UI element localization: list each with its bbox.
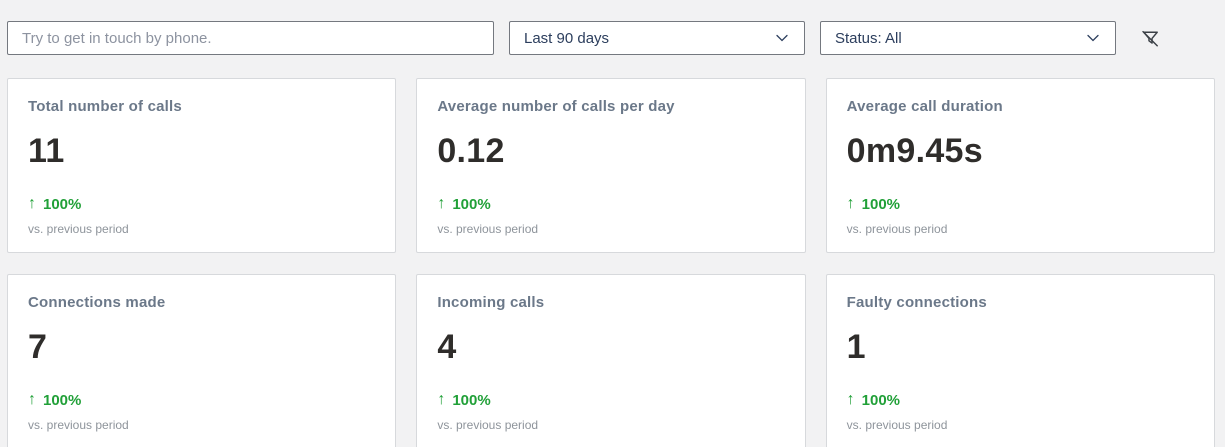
stat-card-avg-calls-per-day: Average number of calls per day 0.12 ↑ 1… — [416, 78, 806, 253]
stat-cards-grid: Total number of calls 11 ↑ 100% vs. prev… — [7, 78, 1215, 447]
trend-change: 100% — [43, 195, 82, 213]
trend-change: 100% — [861, 195, 901, 213]
clear-filters-button[interactable] — [1133, 21, 1167, 55]
stat-card-title: Connections made — [28, 294, 166, 311]
compare-label: vs. previous period — [846, 222, 948, 236]
stat-card-title: Faulty connections — [846, 294, 987, 311]
trend-change: 100% — [452, 195, 491, 213]
compare-label: vs. previous period — [28, 418, 129, 432]
chevron-down-icon — [774, 30, 790, 46]
stat-card-value: 1 — [846, 328, 866, 366]
status-select[interactable]: Status: All — [820, 21, 1116, 55]
trend-up-icon: ↑ — [437, 391, 446, 408]
stat-card-value: 0.12 — [437, 132, 505, 170]
trend-row: ↑ 100% — [847, 195, 1194, 213]
date-range-select-value: Last 90 days — [524, 29, 610, 47]
trend-change: 100% — [43, 391, 82, 409]
stat-card-connections-made: Connections made 7 ↑ 100% vs. previous p… — [7, 274, 397, 447]
compare-label: vs. previous period — [437, 222, 539, 236]
trend-up-icon: ↑ — [846, 391, 855, 408]
status-select-value: Status: All — [835, 29, 902, 47]
trend-change: 100% — [861, 391, 901, 409]
stat-card-value: 11 — [28, 132, 65, 170]
chevron-down-icon — [1085, 30, 1101, 46]
trend-up-icon: ↑ — [437, 195, 446, 212]
stat-card-value: 4 — [437, 328, 457, 366]
stat-card-title: Average number of calls per day — [437, 98, 675, 115]
search-input[interactable] — [7, 21, 494, 55]
trend-change: 100% — [452, 391, 491, 409]
trend-up-icon: ↑ — [846, 195, 855, 212]
stat-card-title: Average call duration — [846, 98, 1003, 115]
stat-card-value: 7 — [28, 328, 48, 366]
stat-card-total-calls: Total number of calls 11 ↑ 100% vs. prev… — [7, 78, 397, 253]
trend-up-icon: ↑ — [28, 195, 36, 212]
stat-card-avg-call-duration: Average call duration 0m9.45s ↑ 100% vs.… — [825, 78, 1215, 253]
date-range-select[interactable]: Last 90 days — [509, 21, 805, 55]
trend-row: ↑ 100% — [437, 391, 784, 409]
compare-label: vs. previous period — [846, 418, 948, 432]
trend-row: ↑ 100% — [847, 391, 1194, 409]
trend-row: ↑ 100% — [28, 391, 375, 409]
stat-card-value: 0m9.45s — [846, 132, 983, 170]
filter-off-icon — [1139, 27, 1162, 50]
stat-card-title: Total number of calls — [28, 98, 182, 115]
trend-row: ↑ 100% — [28, 195, 375, 213]
trend-row: ↑ 100% — [437, 195, 784, 213]
filter-bar: Last 90 days Status: All — [0, 0, 1225, 55]
trend-up-icon: ↑ — [28, 391, 36, 408]
stat-card-title: Incoming calls — [437, 294, 545, 311]
stat-card-incoming-calls: Incoming calls 4 ↑ 100% vs. previous per… — [416, 274, 806, 447]
stat-card-faulty-connections: Faulty connections 1 ↑ 100% vs. previous… — [825, 274, 1215, 447]
compare-label: vs. previous period — [437, 418, 539, 432]
compare-label: vs. previous period — [28, 222, 129, 236]
